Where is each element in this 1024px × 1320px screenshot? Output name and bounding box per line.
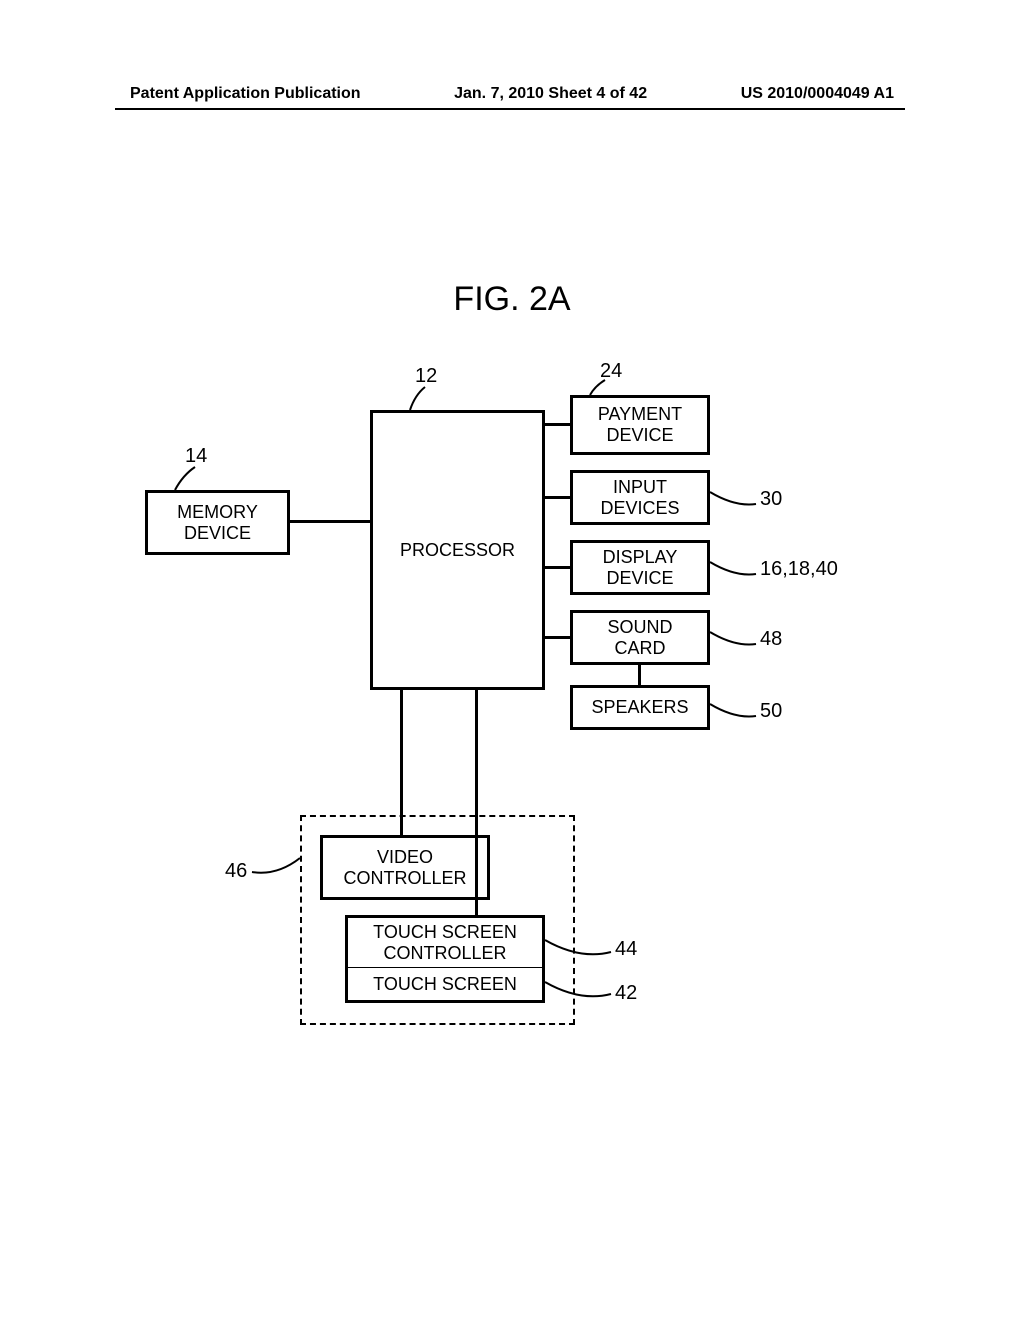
ref-48: 48 xyxy=(760,628,782,651)
block-touchscreen-controller: TOUCH SCREENCONTROLLER xyxy=(345,915,545,970)
header-patent-number: US 2010/0004049 A1 xyxy=(741,85,894,103)
block-processor: PROCESSOR xyxy=(370,410,545,690)
leader-50 xyxy=(710,704,758,724)
block-touchscreen-label: TOUCH SCREEN xyxy=(373,974,517,995)
ref-161840: 16,18,40 xyxy=(760,558,838,581)
edge-processor-soundcard xyxy=(545,636,570,639)
header-divider xyxy=(115,108,905,110)
block-display-label: DISPLAYDEVICE xyxy=(603,547,678,588)
leader-24 xyxy=(590,380,615,398)
ref-14: 14 xyxy=(185,445,207,468)
edge-memory-processor xyxy=(290,520,370,523)
edge-soundcard-speakers xyxy=(638,665,641,685)
block-soundcard-label: SOUNDCARD xyxy=(607,617,672,658)
edge-processor-display xyxy=(545,566,570,569)
edge-processor-payment xyxy=(545,423,570,426)
leader-44 xyxy=(545,940,613,962)
block-touchscreen: TOUCH SCREEN xyxy=(345,968,545,1003)
leader-161840 xyxy=(710,562,758,582)
block-speakers: SPEAKERS xyxy=(570,685,710,730)
leader-14 xyxy=(175,467,200,492)
block-input-label: INPUTDEVICES xyxy=(600,477,679,518)
ref-46: 46 xyxy=(225,860,247,883)
block-soundcard: SOUNDCARD xyxy=(570,610,710,665)
block-memory-label: MEMORYDEVICE xyxy=(177,502,258,543)
ref-50: 50 xyxy=(760,700,782,723)
block-input: INPUTDEVICES xyxy=(570,470,710,525)
leader-12 xyxy=(410,387,440,412)
ref-44: 44 xyxy=(615,938,637,961)
block-payment-label: PAYMENTDEVICE xyxy=(598,404,682,445)
block-display: DISPLAYDEVICE xyxy=(570,540,710,595)
figure-title: FIG. 2A xyxy=(0,280,1024,319)
leader-42 xyxy=(545,982,613,1004)
leader-48 xyxy=(710,632,758,652)
edge-processor-input xyxy=(545,496,570,499)
header-publication: Patent Application Publication xyxy=(130,85,361,103)
ref-30: 30 xyxy=(760,488,782,511)
block-speakers-label: SPEAKERS xyxy=(591,697,688,718)
leader-46 xyxy=(252,858,302,878)
block-memory: MEMORYDEVICE xyxy=(145,490,290,555)
block-processor-label: PROCESSOR xyxy=(400,540,515,561)
edge-processor-ts-b xyxy=(475,690,478,915)
page-header: Patent Application Publication Jan. 7, 2… xyxy=(0,85,1024,103)
ref-42: 42 xyxy=(615,982,637,1005)
header-date-sheet: Jan. 7, 2010 Sheet 4 of 42 xyxy=(454,85,647,103)
leader-30 xyxy=(710,492,758,512)
block-payment: PAYMENTDEVICE xyxy=(570,395,710,455)
block-video-controller: VIDEOCONTROLLER xyxy=(320,835,490,900)
block-touchscreen-controller-label: TOUCH SCREENCONTROLLER xyxy=(373,922,517,963)
block-video-controller-label: VIDEOCONTROLLER xyxy=(343,847,466,888)
ref-12: 12 xyxy=(415,365,437,388)
block-diagram: PROCESSOR MEMORYDEVICE PAYMENTDEVICE INP… xyxy=(140,360,880,1080)
edge-processor-video-a xyxy=(400,690,403,835)
